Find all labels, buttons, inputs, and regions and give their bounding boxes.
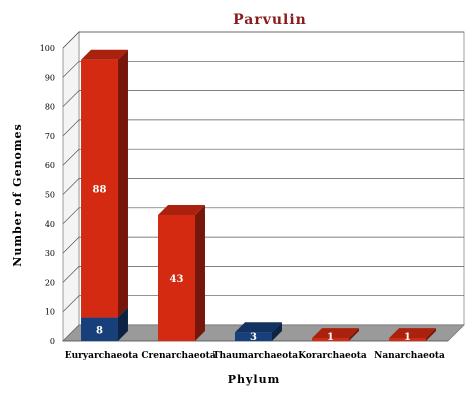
bar-side — [348, 328, 359, 341]
gridline — [62, 90, 464, 107]
gridline — [62, 178, 464, 195]
x-axis-title: Phylum — [228, 373, 280, 386]
y-tick-label: 80 — [45, 103, 55, 112]
plot-area: 0102030405060708090100888Euryarchaeota43… — [40, 31, 465, 361]
y-tick-label: 20 — [45, 278, 55, 287]
gridline — [62, 207, 464, 225]
y-axis-title: Number of Genomes — [11, 123, 24, 266]
bar-top — [312, 328, 359, 339]
bar-side — [117, 307, 128, 341]
data-label: 1 — [327, 332, 334, 343]
x-tick-label: Nanarchaeota — [374, 351, 445, 361]
bar-side — [117, 49, 128, 318]
y-tick-label: 100 — [40, 44, 55, 53]
x-tick-label: Korarchaeota — [298, 351, 367, 361]
bar-side — [194, 205, 205, 341]
bar-side — [425, 328, 436, 341]
gridline — [62, 236, 464, 254]
y-tick-label: 40 — [45, 220, 55, 229]
y-tick-label: 10 — [45, 308, 55, 317]
y-tick-label: 90 — [45, 73, 55, 82]
data-label: 8 — [96, 325, 103, 336]
bar-side — [271, 322, 282, 341]
y-tick-label: 0 — [50, 337, 55, 346]
data-label: 43 — [170, 274, 184, 285]
bar-present — [235, 332, 272, 341]
bar-absent — [81, 59, 118, 318]
bar-top — [389, 328, 436, 339]
bar-absent — [158, 215, 195, 341]
bar-top — [158, 205, 205, 216]
y-tick-label: 70 — [45, 132, 55, 141]
y-tick-label: 60 — [45, 161, 55, 170]
gridline — [62, 295, 464, 312]
bar-absent — [312, 338, 349, 341]
data-label: 88 — [93, 185, 107, 196]
bar-absent — [389, 338, 426, 341]
gridline — [62, 148, 464, 166]
y-tick-label: 50 — [45, 191, 55, 200]
gridline — [62, 60, 464, 78]
bar-top — [235, 322, 282, 333]
gridline — [62, 31, 464, 49]
data-label: 3 — [250, 332, 257, 343]
bar-present — [81, 317, 118, 341]
x-tick-label: Euryarchaeota — [65, 351, 139, 361]
gridline — [62, 266, 464, 283]
bar-top — [81, 49, 128, 60]
x-tick-label: Crenarchaeota — [141, 351, 215, 361]
chart-title: Parvulin — [233, 12, 307, 28]
data-label: 1 — [404, 332, 411, 343]
x-tick-label: Thaumarchaeota — [213, 351, 298, 361]
y-tick-label: 30 — [45, 249, 55, 258]
gridline — [62, 119, 464, 137]
